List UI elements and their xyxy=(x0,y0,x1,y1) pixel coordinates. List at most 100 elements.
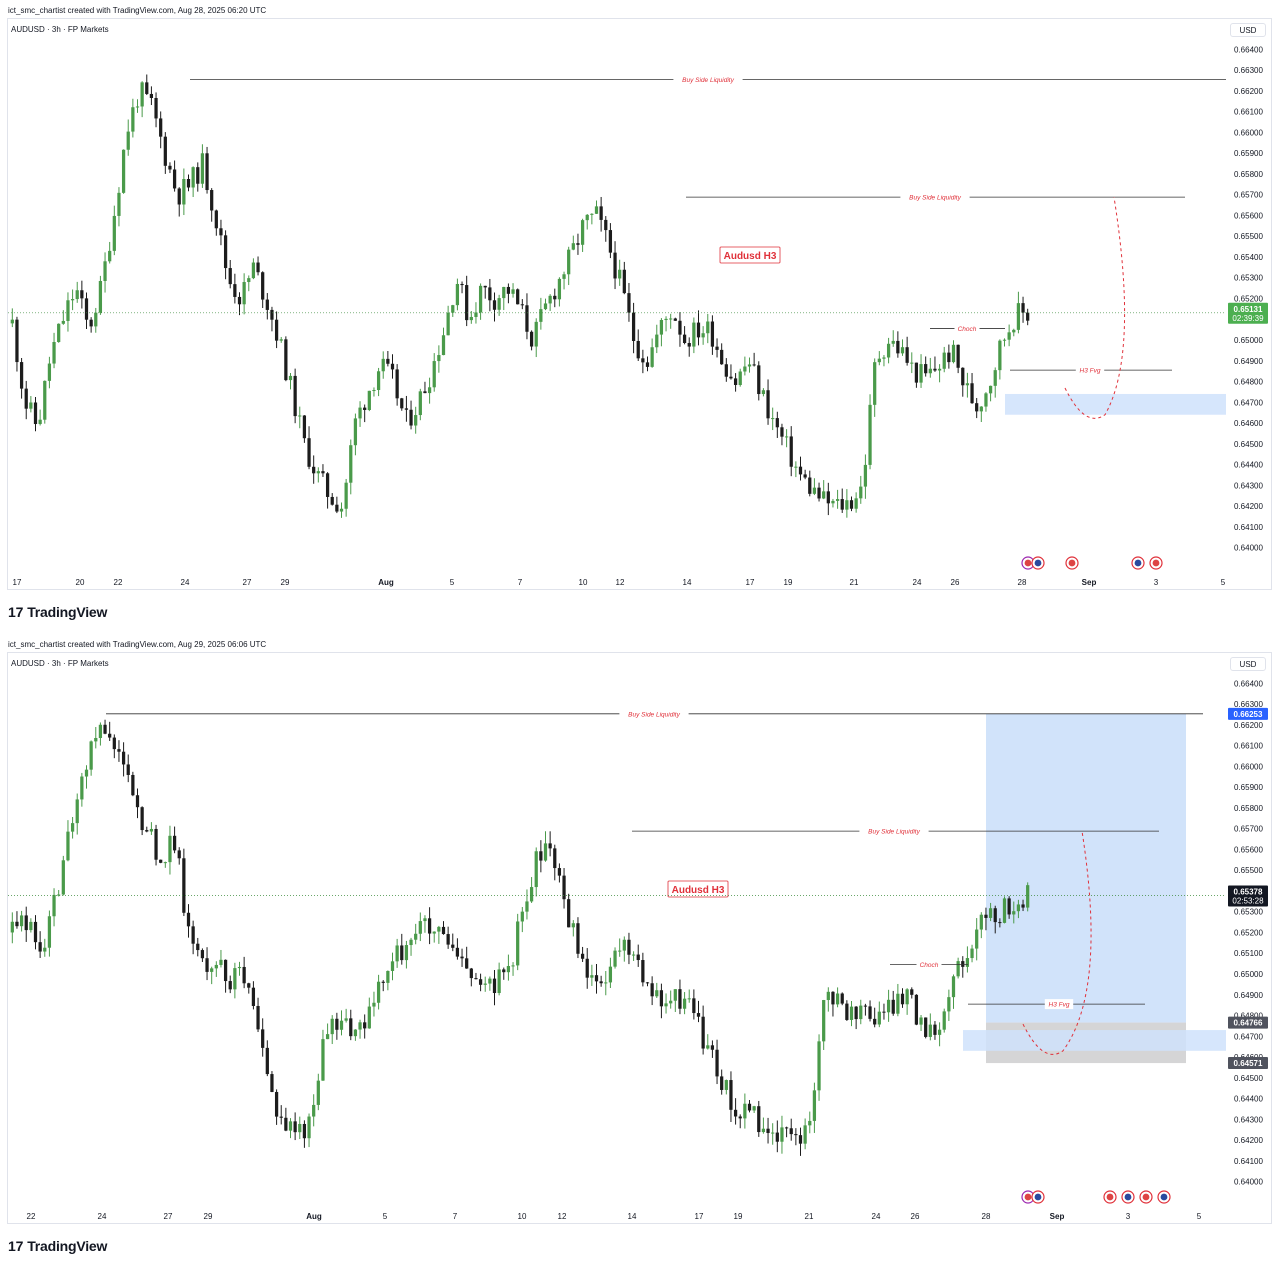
icon-core xyxy=(1024,1193,1032,1201)
date-tick: 5 xyxy=(1197,1212,1202,1221)
bull-candle xyxy=(497,294,501,316)
bear-candle xyxy=(914,994,919,1026)
bull-candle xyxy=(919,354,923,388)
bear-candle xyxy=(205,146,209,194)
bull-candle xyxy=(1012,901,1016,924)
candle-body xyxy=(437,926,441,932)
candle-body xyxy=(427,387,432,394)
last-price-value: 0.65131 xyxy=(1234,305,1263,314)
candle-body xyxy=(219,959,223,965)
candle-body xyxy=(414,933,418,940)
candle-body xyxy=(52,342,56,364)
candle-body xyxy=(771,418,775,420)
bull-candle xyxy=(432,353,436,392)
candlestick-chart[interactable]: Buy Side Liquidity Buy Side Liquidity Choc… xyxy=(0,634,1280,1268)
candle-body xyxy=(622,939,626,951)
price-tick: 0.65600 xyxy=(1234,845,1263,854)
candle-body xyxy=(168,165,172,170)
price-tick: 0.65500 xyxy=(1234,866,1263,875)
bull-candle xyxy=(947,989,951,1021)
bull-candle xyxy=(863,454,868,499)
candle-body xyxy=(363,407,367,410)
bull-candle xyxy=(928,1013,932,1041)
candle-body xyxy=(372,1002,376,1007)
bear-candle xyxy=(261,271,265,309)
candle-body xyxy=(168,835,172,863)
bear-candle xyxy=(780,423,784,446)
date-tick: 17 xyxy=(695,1212,704,1221)
bear-candle xyxy=(80,280,84,309)
bull-candle xyxy=(803,1118,807,1150)
candle-body xyxy=(196,943,200,951)
bull-candle xyxy=(965,372,970,398)
candle-body xyxy=(822,1000,826,1042)
bear-candle xyxy=(539,840,543,873)
candle-body xyxy=(349,1018,353,1037)
bear-candle xyxy=(1021,899,1025,912)
bull-candle xyxy=(529,877,534,903)
bear-candle xyxy=(863,1003,868,1016)
bear-candle xyxy=(710,1040,715,1058)
bull-candle xyxy=(752,1105,756,1113)
bull-candle xyxy=(618,938,622,957)
candle-body xyxy=(720,1076,724,1090)
candle-body xyxy=(57,323,61,343)
bear-candle xyxy=(613,241,617,290)
candle-body xyxy=(1026,312,1030,321)
currency-button[interactable]: USD xyxy=(1230,23,1266,37)
candle-body xyxy=(381,981,385,983)
candle-body xyxy=(478,285,483,313)
candle-body xyxy=(548,295,552,304)
candle-body xyxy=(914,362,919,383)
price-tick: 0.65700 xyxy=(1234,825,1263,834)
candle-body xyxy=(279,339,283,341)
bull-candle xyxy=(135,99,140,113)
date-tick: Aug xyxy=(306,1212,322,1221)
chart-frame[interactable] xyxy=(7,652,1272,1224)
candle-body xyxy=(242,282,246,305)
bull-candle xyxy=(47,356,52,389)
bull-candle xyxy=(1002,338,1007,347)
bull-candle xyxy=(970,944,974,963)
candle-body xyxy=(636,954,640,961)
price-tick: 0.66300 xyxy=(1234,700,1263,709)
candle-body xyxy=(831,500,835,504)
bull-candle xyxy=(877,1001,881,1028)
bear-candle xyxy=(710,315,715,355)
bull-candle xyxy=(237,961,242,976)
bull-candle xyxy=(483,976,487,992)
candle-body xyxy=(993,370,997,386)
bull-candle xyxy=(817,1034,821,1101)
chart-frame[interactable] xyxy=(7,18,1272,590)
bull-candle xyxy=(349,439,353,495)
candle-body xyxy=(330,496,334,505)
candle-body xyxy=(94,312,98,327)
bull-candle xyxy=(928,357,932,378)
candle-body xyxy=(771,1132,775,1134)
bull-candle xyxy=(812,1082,817,1133)
candle-body xyxy=(117,749,121,752)
candle-body xyxy=(288,1121,293,1131)
price-tag xyxy=(1228,1057,1268,1070)
event-icon xyxy=(1139,1190,1153,1204)
candle-body xyxy=(469,968,473,979)
price-tick: 0.64400 xyxy=(1234,461,1263,470)
currency-button[interactable]: USD xyxy=(1230,657,1266,671)
chart-title-label: Audusd H3 xyxy=(667,880,729,898)
bull-candle xyxy=(298,406,302,429)
candlestick-chart[interactable]: Buy Side Liquidity Buy Side Liquidity Choc… xyxy=(0,0,1280,634)
candle-body xyxy=(710,321,715,347)
candle-body xyxy=(61,860,65,895)
bear-candle xyxy=(196,937,200,957)
price-tick: 0.65900 xyxy=(1234,783,1263,792)
bull-candle xyxy=(998,339,1002,380)
bull-candle xyxy=(571,920,575,937)
candle-body xyxy=(293,1121,297,1133)
candle-body xyxy=(302,415,307,439)
bull-candle xyxy=(98,275,103,315)
candle-body xyxy=(757,1106,761,1133)
level-label: Choch xyxy=(920,962,939,969)
price-tick: 0.64100 xyxy=(1234,1157,1263,1166)
bear-candle xyxy=(645,356,650,372)
bull-candle xyxy=(75,281,79,303)
